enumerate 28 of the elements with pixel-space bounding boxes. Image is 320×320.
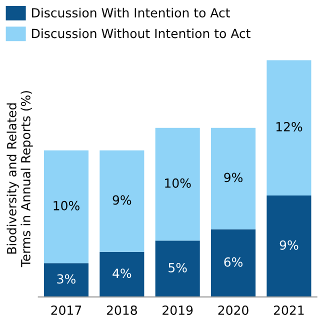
- bar: [266, 195, 312, 297]
- bar: [211, 128, 256, 230]
- bar: [211, 229, 256, 297]
- data-label: 9%: [280, 240, 298, 250]
- bar: [100, 252, 144, 297]
- data-label: 12%: [276, 122, 302, 132]
- data-label: 3%: [57, 274, 76, 284]
- legend-label: Discussion With Intention to Act: [32, 8, 230, 18]
- x-tick-label: 2021: [274, 306, 304, 315]
- data-label: 5%: [168, 262, 187, 272]
- bar: [44, 150, 89, 264]
- x-tick-label: 2020: [218, 306, 248, 315]
- bar: [155, 240, 200, 297]
- x-tick-label: 2018: [106, 306, 137, 315]
- data-label: 10%: [165, 178, 191, 188]
- data-label: 6%: [224, 257, 243, 267]
- data-label: 9%: [112, 195, 132, 205]
- data-label: 10%: [54, 200, 80, 210]
- bar: [100, 150, 144, 252]
- bar: [44, 263, 89, 297]
- data-label: 4%: [112, 268, 132, 278]
- x-tick-label: 2017: [51, 306, 82, 315]
- legend-label: Discussion Without Intention to Act: [32, 28, 250, 38]
- data-label: 9%: [224, 172, 243, 182]
- y-axis-title: Biodiversity and Related Terms in Annual Reports (%): [6, 91, 33, 268]
- x-tick-label: 2019: [162, 306, 193, 315]
- bar: [155, 128, 200, 241]
- bar: [266, 60, 312, 196]
